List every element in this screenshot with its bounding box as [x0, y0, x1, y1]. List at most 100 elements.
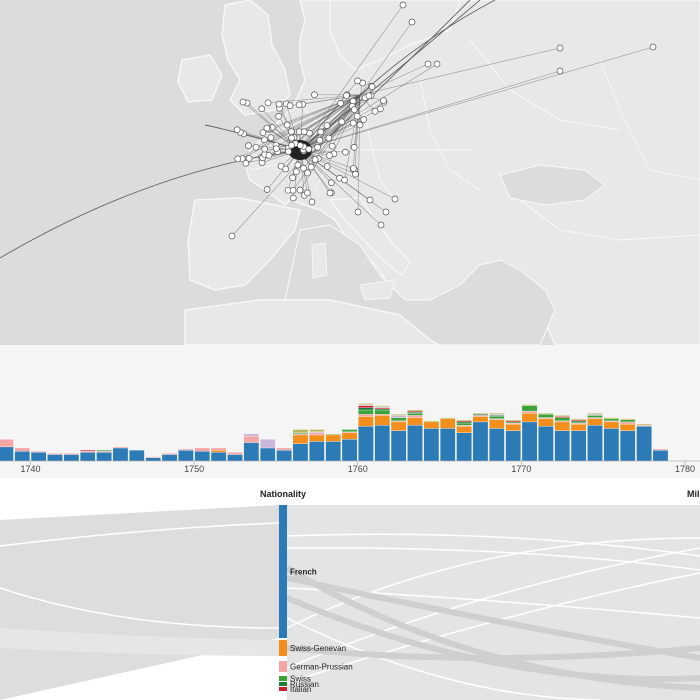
timeline-bar-segment[interactable] [63, 454, 80, 462]
timeline-bar-segment[interactable] [505, 422, 521, 425]
sankey-diagram[interactable]: Nationality Mil French Swiss-Genevan Germa… [0, 478, 700, 700]
timeline-bar-segment[interactable] [374, 409, 391, 415]
map-node[interactable] [289, 194, 297, 202]
timeline-bar-segment[interactable] [276, 447, 292, 451]
timeline-bar-segment[interactable] [259, 447, 276, 462]
sankey-node-french[interactable] [279, 505, 287, 638]
timeline-bar-segment[interactable] [292, 429, 309, 433]
timeline-bar-segment[interactable] [521, 413, 538, 423]
map-node[interactable] [245, 155, 253, 162]
timeline-histogram[interactable]: 1740 1750 1760 1770 1780 [0, 345, 700, 478]
map-node[interactable] [353, 112, 361, 120]
timeline-bar-segment[interactable] [521, 410, 538, 414]
timeline-bar-segment[interactable] [47, 453, 63, 455]
timeline-bar-segment[interactable] [325, 433, 341, 436]
timeline-bar-segment[interactable] [587, 417, 603, 419]
timeline-bar-segment[interactable] [341, 431, 358, 433]
timeline-bar-segment[interactable] [358, 405, 374, 408]
timeline-bar-segment[interactable] [619, 423, 636, 431]
map-node[interactable] [300, 164, 307, 172]
map-node[interactable] [275, 100, 283, 108]
map-node[interactable] [265, 151, 273, 159]
map-node[interactable] [391, 195, 399, 203]
timeline-bar-segment[interactable] [30, 452, 47, 462]
timeline-bar-segment[interactable] [407, 417, 423, 426]
map-node[interactable] [288, 141, 296, 149]
timeline-bar-segment[interactable] [358, 409, 374, 415]
map-node[interactable] [366, 196, 374, 204]
timeline-bar-segment[interactable] [489, 418, 505, 420]
timeline-bar-segment[interactable] [521, 421, 538, 462]
timeline-bar-segment[interactable] [79, 449, 96, 452]
timeline-bar-segment[interactable] [472, 413, 489, 415]
timeline-bar-segment[interactable] [112, 446, 129, 449]
map-node[interactable] [295, 101, 303, 109]
timeline-bar-segment[interactable] [178, 448, 194, 451]
timeline-bar-segment[interactable] [456, 422, 472, 426]
timeline-bar-segment[interactable] [243, 433, 260, 437]
timeline-bar-segment[interactable] [210, 447, 227, 451]
timeline-bar-segment[interactable] [439, 418, 456, 429]
map-node[interactable] [296, 141, 304, 149]
map-node[interactable] [323, 122, 331, 129]
map-node[interactable] [264, 99, 272, 107]
timeline-bar-segment[interactable] [505, 423, 521, 431]
timeline-bar-segment[interactable] [619, 419, 636, 423]
timeline-bar-segment[interactable] [145, 457, 161, 462]
timeline-bar-segment[interactable] [358, 403, 374, 405]
timeline-bar-segment[interactable] [619, 418, 636, 420]
timeline-bar-segment[interactable] [423, 420, 440, 423]
map-canvas[interactable] [0, 0, 700, 345]
timeline-bar-segment[interactable] [292, 443, 309, 462]
map-node[interactable] [377, 221, 385, 229]
timeline-bar-segment[interactable] [472, 415, 489, 417]
map-node[interactable] [239, 98, 247, 106]
timeline-bar-segment[interactable] [439, 417, 456, 419]
map-node[interactable] [350, 106, 358, 113]
timeline-bar-segment[interactable] [227, 454, 243, 462]
sankey-node-russian[interactable] [279, 682, 287, 686]
timeline-bars[interactable] [0, 403, 669, 462]
sankey-node-swiss[interactable] [279, 676, 287, 681]
map-node[interactable] [275, 112, 283, 120]
timeline-bar-segment[interactable] [636, 425, 652, 427]
map-node[interactable] [234, 155, 242, 163]
timeline-bar-segment[interactable] [96, 451, 112, 453]
map-node[interactable] [380, 97, 387, 104]
timeline-bar-segment[interactable] [423, 428, 440, 462]
map-node[interactable] [296, 186, 304, 194]
timeline-bar-segment[interactable] [325, 441, 341, 462]
timeline-bar-segment[interactable] [554, 420, 571, 423]
map-node[interactable] [285, 148, 292, 156]
timeline-bar-segment[interactable] [390, 417, 407, 421]
timeline-bar-segment[interactable] [472, 421, 489, 462]
timeline-bar-segment[interactable] [505, 420, 521, 423]
map-node[interactable] [288, 134, 295, 142]
timeline-bar-segment[interactable] [63, 453, 80, 455]
timeline-bar-segment[interactable] [521, 405, 538, 412]
map-node[interactable] [350, 165, 357, 172]
map-node[interactable] [261, 145, 269, 153]
timeline-bar-segment[interactable] [292, 432, 309, 435]
timeline-bar-segment[interactable] [587, 415, 603, 418]
timeline-bar-segment[interactable] [472, 414, 489, 416]
timeline-bar-segment[interactable] [538, 414, 554, 418]
map-node[interactable] [293, 168, 300, 176]
timeline-bar-segment[interactable] [276, 449, 292, 462]
map-node[interactable] [326, 189, 334, 197]
timeline-bar-segment[interactable] [309, 431, 325, 433]
timeline-bar-segment[interactable] [489, 428, 505, 462]
timeline-bar-segment[interactable] [407, 425, 423, 462]
sankey-canvas[interactable]: Nationality Mil French Swiss-Genevan Germa… [0, 478, 700, 700]
timeline-bar-segment[interactable] [652, 449, 669, 462]
timeline-bar-segment[interactable] [243, 442, 260, 462]
map-node[interactable] [261, 136, 268, 144]
timeline-bar-segment[interactable] [407, 413, 423, 416]
timeline-bar-segment[interactable] [603, 418, 620, 421]
map-node[interactable] [267, 134, 275, 141]
map-node[interactable] [424, 60, 432, 68]
timeline-bar-segment[interactable] [489, 416, 505, 419]
timeline-bar-segment[interactable] [161, 453, 178, 455]
map-node[interactable] [323, 163, 331, 170]
timeline-bar-segment[interactable] [358, 426, 374, 462]
